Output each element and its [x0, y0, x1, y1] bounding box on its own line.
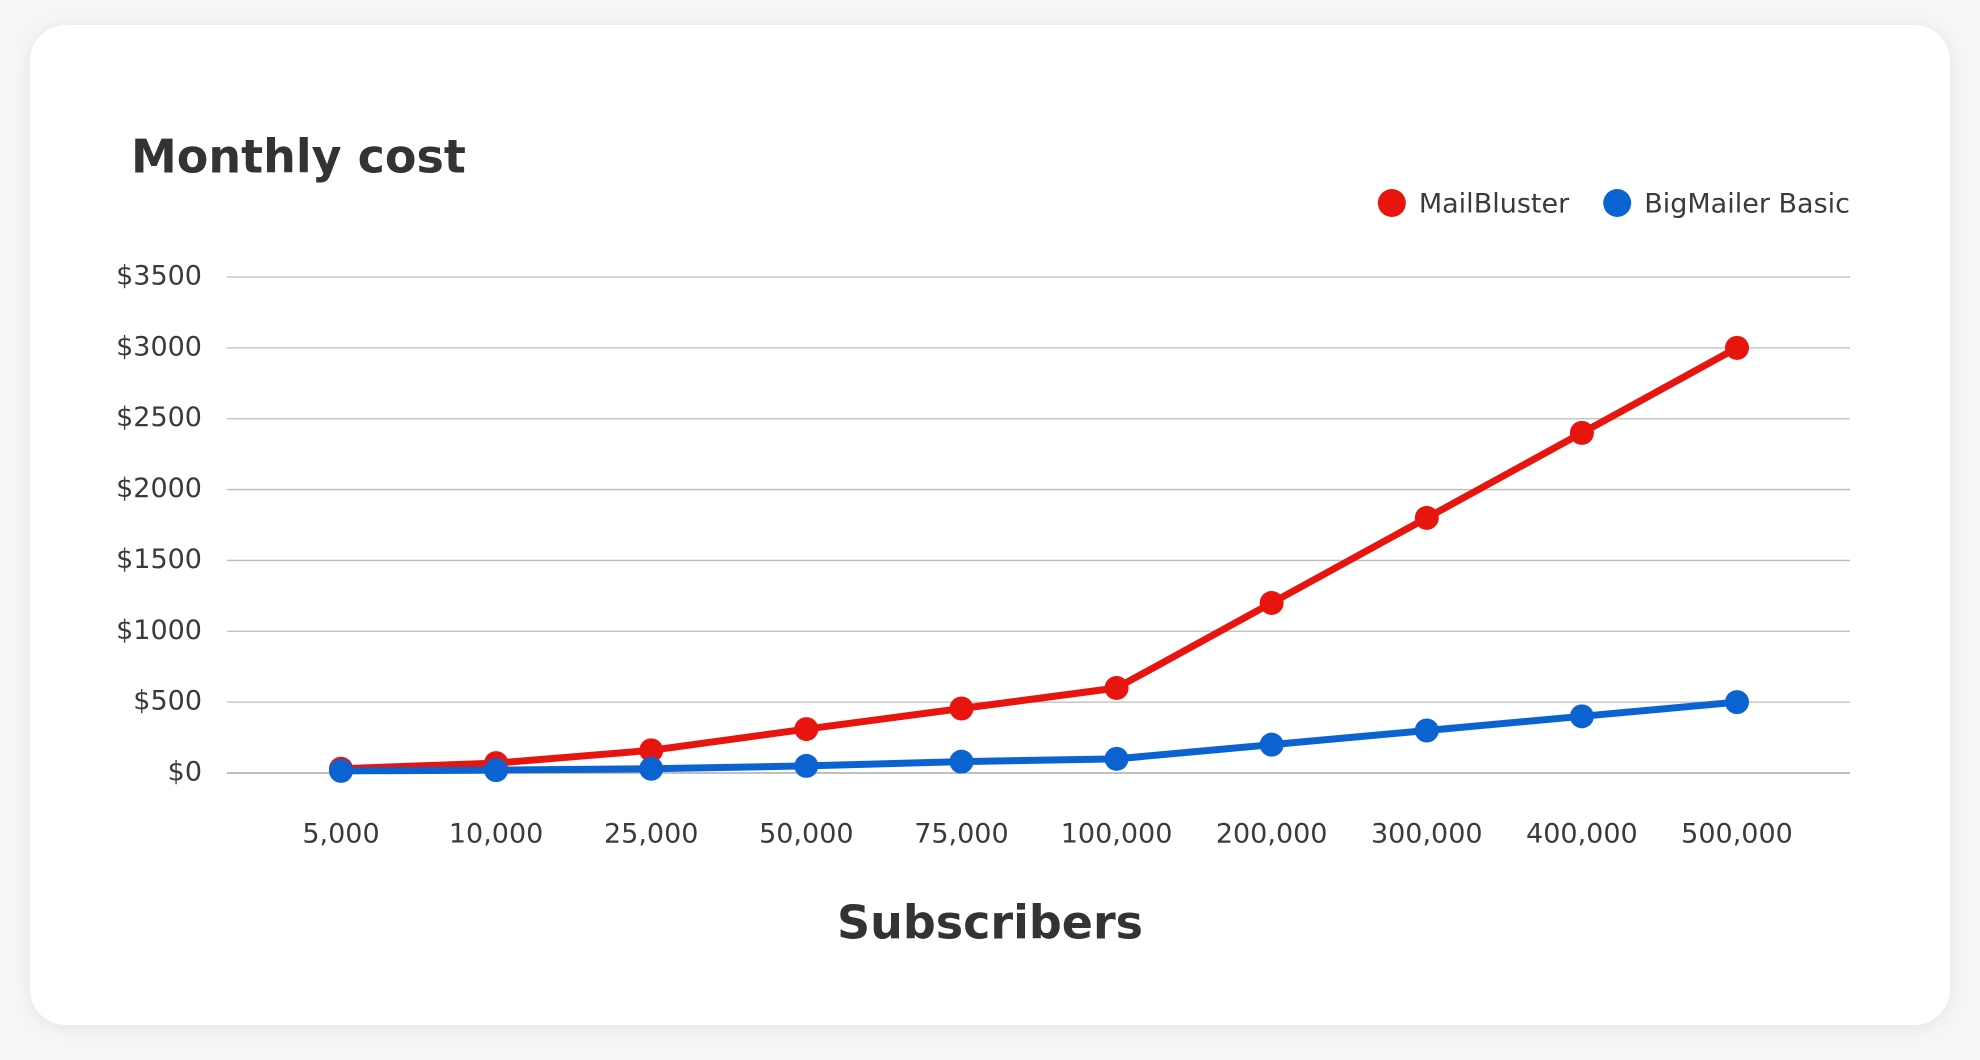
x-tick-label: 5,000 — [302, 819, 379, 850]
data-point — [1259, 590, 1284, 615]
legend-marker — [1603, 189, 1632, 217]
data-point — [794, 717, 819, 742]
card — [30, 25, 1950, 1025]
data-point — [1259, 732, 1284, 757]
data-point — [1414, 718, 1439, 743]
data-point — [1725, 690, 1749, 715]
x-tick-label: 75,000 — [914, 819, 1008, 850]
y-tick-label: $2500 — [116, 402, 202, 433]
data-point — [794, 753, 819, 778]
x-tick-label: 100,000 — [1061, 819, 1173, 850]
data-point — [1569, 420, 1594, 445]
legend-marker — [1377, 189, 1406, 217]
x-tick-label: 300,000 — [1371, 819, 1483, 850]
y-tick-label: $500 — [133, 686, 202, 717]
data-point — [329, 758, 353, 783]
data-point — [639, 756, 664, 781]
legend-label: MailBluster — [1419, 189, 1570, 220]
y-tick-label: $3500 — [116, 261, 202, 292]
y-tick-label: $3000 — [116, 331, 202, 362]
data-point — [1104, 675, 1129, 700]
x-tick-label: 50,000 — [759, 819, 853, 850]
data-point — [1725, 335, 1749, 360]
y-tick-label: $1500 — [116, 544, 202, 575]
x-tick-label: 10,000 — [449, 819, 543, 850]
y-tick-label: $2000 — [116, 473, 202, 504]
data-point — [1414, 505, 1439, 530]
x-tick-label: 500,000 — [1681, 819, 1793, 850]
data-point — [949, 696, 974, 721]
x-tick-label: 400,000 — [1526, 819, 1638, 850]
chart-title: Monthly cost — [131, 130, 466, 184]
y-tick-label: $1000 — [116, 615, 202, 646]
x-tick-label: 25,000 — [604, 819, 698, 850]
series-line — [340, 344, 1739, 773]
data-point — [484, 758, 509, 783]
x-axis-title: Subscribers — [837, 896, 1143, 950]
data-point — [1104, 746, 1129, 771]
data-point — [949, 749, 974, 774]
x-tick-label: 200,000 — [1216, 819, 1328, 850]
series-line — [340, 698, 1738, 775]
legend-label: BigMailer Basic — [1644, 189, 1850, 220]
data-point — [639, 738, 664, 763]
data-point — [1569, 704, 1594, 729]
y-tick-label: $0 — [168, 757, 202, 788]
